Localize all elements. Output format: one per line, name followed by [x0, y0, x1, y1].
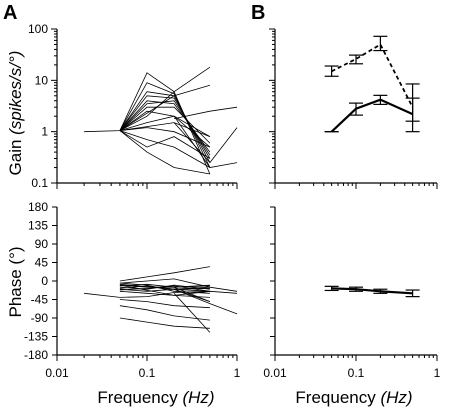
panel-label-a: A	[3, 2, 17, 24]
y-tick-label: -135	[24, 330, 48, 344]
y-tick-label: 90	[35, 237, 49, 251]
y-tick-label: 180	[28, 200, 48, 214]
y-tick-label: 135	[28, 219, 48, 233]
cell-trace-line	[119, 106, 211, 144]
x-tick-label: 0.01	[263, 366, 287, 380]
panel-label-b: B	[251, 2, 265, 24]
y-tick-label: 10	[35, 73, 49, 87]
mean-series-line	[331, 287, 413, 295]
x-tick-label: 0.01	[45, 366, 69, 380]
y-tick-label: 100	[28, 22, 48, 36]
cell-trace-line	[119, 278, 210, 288]
y-tick-label: -90	[31, 311, 49, 325]
cell-trace-line	[173, 115, 238, 168]
cell-trace-line	[119, 110, 211, 148]
panel-b-phase-plot: 0.01 0.1 1	[263, 206, 441, 380]
cell-trace-line	[173, 286, 211, 302]
cell-trace-line	[119, 95, 211, 159]
y-tick-label: -180	[24, 348, 48, 362]
frequency-axis-label-a: Frequency (Hz)	[97, 388, 214, 407]
cell-trace-line	[119, 130, 211, 159]
phase-axis-label: Phase (°)	[6, 246, 25, 317]
cell-trace-line	[119, 130, 211, 168]
cell-trace-line	[119, 130, 210, 175]
cell-trace-line	[119, 299, 210, 309]
cell-trace-line	[119, 115, 211, 137]
y-tick-label: 0.1	[31, 176, 48, 190]
y-tick-label: 45	[35, 256, 49, 270]
gain-axis-label: Gain (spikes/s/°)	[6, 51, 25, 176]
y-tick-label: 1	[41, 125, 48, 139]
x-tick-label: 0.1	[139, 366, 156, 380]
cell-trace-line	[119, 317, 210, 329]
cell-trace-line	[119, 266, 210, 282]
cell-trace-line	[119, 66, 211, 131]
y-tick-label: -45	[31, 293, 49, 307]
cell-trace-line	[173, 122, 238, 164]
cell-trace-line	[174, 106, 238, 119]
cell-trace-line	[84, 72, 211, 175]
cell-trace-line	[119, 100, 211, 156]
y-tick-label: 0	[41, 274, 48, 288]
mean-series-line	[331, 43, 414, 108]
panel-a-gain-plot: 100 10 1 0.1	[28, 22, 238, 190]
cell-trace-line	[119, 283, 210, 288]
panel-a-phase-plot: 180 135 90 45 0 -45 -90 -135 -180 0.01 0.1 1	[24, 200, 241, 380]
x-tick-label: 1	[234, 366, 241, 380]
frequency-axis-label-b: Frequency (Hz)	[295, 388, 412, 407]
x-tick-label: 0.1	[348, 366, 365, 380]
cell-trace-line	[119, 288, 210, 292]
cell-trace-line	[173, 293, 211, 333]
cell-trace-line	[119, 84, 211, 131]
x-tick-label: 1	[434, 366, 441, 380]
cell-trace-line	[173, 288, 238, 315]
panel-b-gain-plot	[269, 28, 438, 189]
mean-series-line	[330, 98, 414, 133]
cell-trace-line	[174, 286, 238, 292]
cell-trace-line	[119, 127, 211, 148]
cell-trace-line	[119, 284, 210, 296]
cell-trace-line	[119, 82, 211, 168]
cell-trace-line	[119, 305, 210, 321]
